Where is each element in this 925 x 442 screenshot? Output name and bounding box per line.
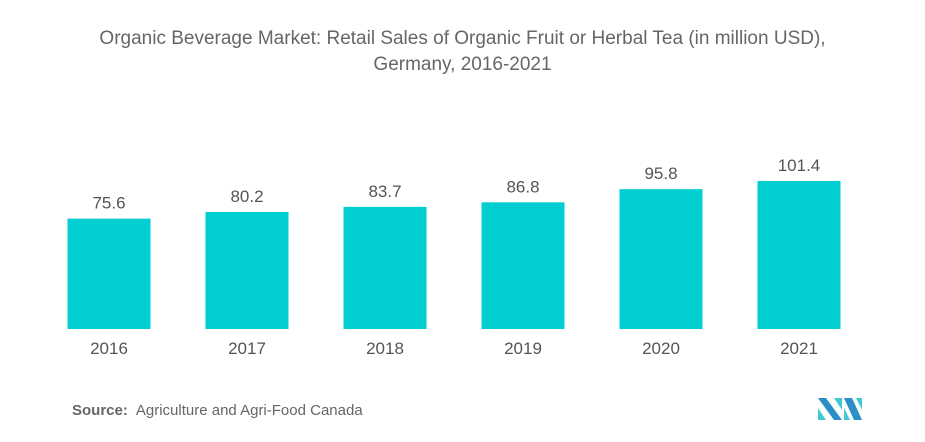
x-tick-label: 2017 xyxy=(228,339,266,358)
x-tick-label: 2021 xyxy=(780,339,818,358)
bar-2018 xyxy=(343,206,427,329)
source-text: Agriculture and Agri-Food Canada xyxy=(135,402,363,419)
source-note: Source: Agriculture and Agri-Food Canada xyxy=(72,402,363,419)
bar-2019 xyxy=(481,202,565,329)
value-label: 83.7 xyxy=(368,182,401,201)
logo-icon xyxy=(818,398,862,420)
value-label: 101.4 xyxy=(778,156,821,175)
chart-title: Organic Beverage Market: Retail Sales of… xyxy=(99,28,826,49)
bar-2021 xyxy=(757,181,841,329)
bar-2017 xyxy=(205,211,289,329)
value-label: 95.8 xyxy=(644,164,677,183)
source-label: Source: xyxy=(72,402,128,419)
x-tick-label: 2018 xyxy=(366,339,404,358)
chart-subtitle: Germany, 2016-2021 xyxy=(373,54,552,75)
x-tick-label: 2020 xyxy=(642,339,680,358)
bar-2016 xyxy=(67,218,151,329)
value-label: 86.8 xyxy=(506,177,539,196)
value-label: 80.2 xyxy=(230,187,263,206)
value-label: 75.6 xyxy=(92,194,125,213)
bar-2020 xyxy=(619,189,703,329)
x-tick-label: 2016 xyxy=(90,339,128,358)
x-tick-label: 2019 xyxy=(504,339,542,358)
